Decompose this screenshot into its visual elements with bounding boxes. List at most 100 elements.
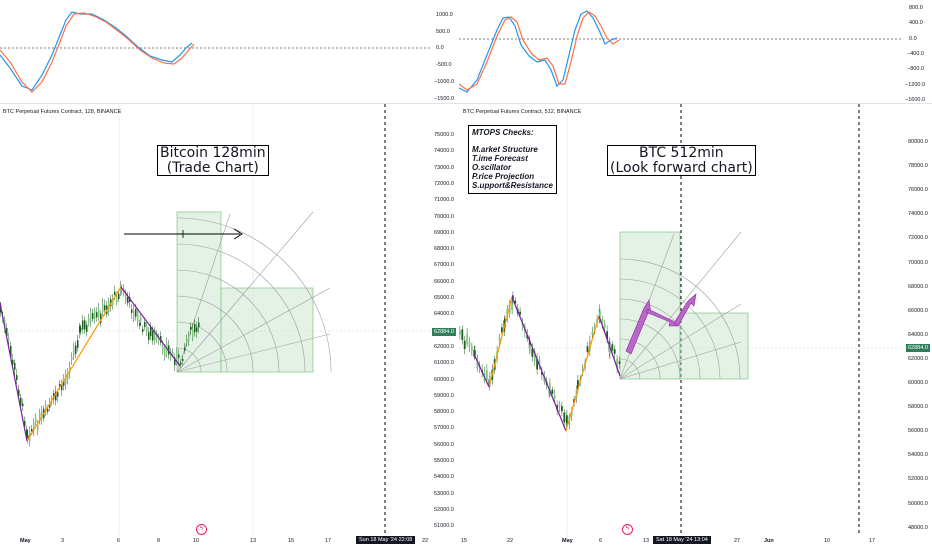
price-tick: 55000.0 <box>434 458 454 464</box>
candle <box>182 358 184 362</box>
candle <box>10 345 12 357</box>
left-time-axis[interactable]: May 3 6 8 10 13 15 17 Sun 18 May '24 22:… <box>0 535 432 550</box>
price-tick: 60000.0 <box>434 376 454 383</box>
osc-blue-line <box>0 11 193 91</box>
osc-tick: 0.0 <box>909 36 917 42</box>
last-price-badge: 62884.0 <box>906 344 930 352</box>
price-tick: 58000.0 <box>434 409 454 416</box>
candle <box>172 352 174 356</box>
candle <box>121 288 123 291</box>
candle <box>55 391 57 401</box>
candle <box>601 318 604 323</box>
chart-label-box[interactable]: Bitcoin 128min (Trade Chart) <box>157 145 269 177</box>
candle <box>102 303 104 313</box>
projection-arrow-down <box>645 308 679 327</box>
price-tick: 67000.0 <box>434 262 454 269</box>
candle <box>61 384 63 390</box>
mtops-checklist[interactable]: MTOPS Checks: M.arket Structure T.ime Fo… <box>468 125 557 194</box>
candle <box>41 410 43 420</box>
price-tick: 51000.0 <box>434 523 454 530</box>
price-tick: 76000.0 <box>908 187 928 194</box>
price-tick: 60000.0 <box>908 380 928 386</box>
candle <box>586 346 589 352</box>
mid-price-axis[interactable]: 75000.0 74000.0 73000.0 72000.0 71000.0 70000… <box>432 103 459 536</box>
price-tick: 80000.0 <box>908 139 928 145</box>
checklist-item: S.upport&Resistance <box>472 180 553 190</box>
candle <box>541 372 543 375</box>
candle <box>120 286 122 292</box>
candle <box>531 348 534 357</box>
candle <box>137 311 139 322</box>
candle <box>603 323 606 328</box>
candle <box>188 336 190 341</box>
osc-tick: 800.0 <box>909 5 923 11</box>
candle <box>37 424 39 431</box>
candle <box>566 415 568 424</box>
right-time-axis[interactable]: 15 22 May 6 13 Sat 18 May '24 13:04 27 J… <box>459 535 903 550</box>
time-tick: 10 <box>193 538 200 544</box>
lightning-icon[interactable]: ϟ <box>196 524 207 535</box>
gann-arcs <box>176 211 332 373</box>
price-tick: 59000.0 <box>434 392 454 399</box>
candle <box>92 313 94 319</box>
time-tick: 15 <box>288 538 295 544</box>
price-tick: 52000.0 <box>434 506 454 513</box>
time-tick: 8 <box>157 538 161 544</box>
candle <box>77 339 79 348</box>
candle <box>551 389 554 394</box>
candle <box>94 310 96 320</box>
price-tick: 71000.0 <box>434 197 454 204</box>
candle <box>190 326 192 330</box>
candle <box>471 346 473 351</box>
right-price-axis[interactable]: 80000.0 78000.0 76000.0 74000.0 72000.0 70000… <box>903 103 932 536</box>
time-tick: 3 <box>61 538 65 544</box>
candle <box>150 326 152 337</box>
candle <box>466 333 468 344</box>
candle <box>488 379 491 387</box>
time-tick: May <box>20 538 31 544</box>
right-candles <box>459 291 621 432</box>
candle <box>88 317 90 324</box>
candle <box>49 403 51 408</box>
price-tick: 50000.0 <box>908 500 928 507</box>
candle <box>533 351 536 362</box>
price-tick: 54000.0 <box>434 474 454 481</box>
osc-orange-line <box>459 11 620 91</box>
right-chart-pane[interactable]: BTC Perpetual Futures Contract, 512, BIN… <box>459 103 903 536</box>
osc-tick: 500.0 <box>436 29 450 35</box>
candle <box>611 344 614 351</box>
price-tick: 73000.0 <box>434 164 454 171</box>
chart-label-box[interactable]: BTC 512min (Look forward chart) <box>607 145 756 177</box>
candle <box>459 330 461 335</box>
candle <box>468 341 471 347</box>
lightning-icon[interactable]: ϟ <box>622 524 633 535</box>
price-tick: 54000.0 <box>908 452 928 459</box>
candle <box>26 429 28 436</box>
candle <box>82 320 84 330</box>
candle <box>558 403 561 407</box>
osc-tick: 400.0 <box>909 20 923 26</box>
osc-mid-axis: 1000.0 500.0 0.0 -500.0 −1000.0 −1500.0 <box>432 0 460 103</box>
time-tick: May <box>562 538 573 544</box>
candle <box>118 293 120 300</box>
osc-blue-line <box>459 10 618 93</box>
price-tick: 58000.0 <box>908 404 928 411</box>
candle <box>152 330 154 341</box>
candle <box>16 374 18 381</box>
left-oscillator-pane <box>0 0 432 103</box>
price-tick: 66000.0 <box>434 278 454 285</box>
left-chart-svg <box>0 104 432 536</box>
candle <box>8 338 10 342</box>
osc-tick: -500.0 <box>436 62 452 68</box>
left-chart-pane[interactable]: BTC Perpetual Futures Contract, 128, BIN… <box>0 103 432 536</box>
right-oscillator-pane <box>459 0 903 103</box>
candle <box>84 320 86 330</box>
price-tick: 74000.0 <box>434 148 454 155</box>
projection-box <box>176 211 222 373</box>
candle <box>127 296 129 303</box>
time-tick: 22 <box>422 538 429 544</box>
time-tick: 6 <box>599 538 603 544</box>
candle <box>192 328 194 338</box>
checklist-item: M.arket Structure <box>472 144 538 154</box>
price-tick: 74000.0 <box>908 211 928 218</box>
